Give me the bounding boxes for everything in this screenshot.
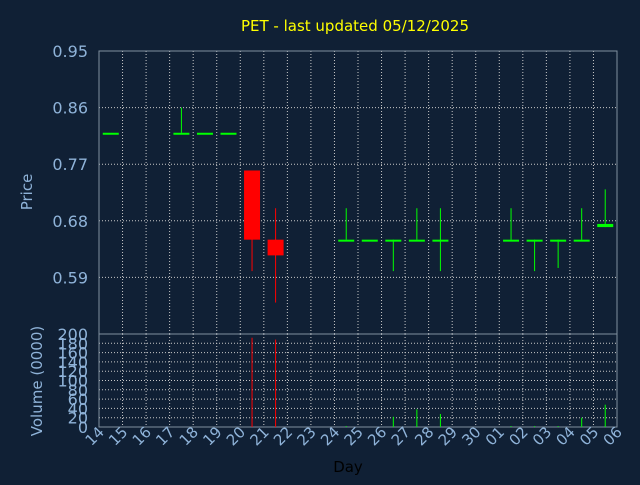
price-axis-label: Price xyxy=(18,174,36,211)
candle-body xyxy=(573,239,590,242)
volume-tick-label: 80 xyxy=(68,381,88,400)
price-tick-label: 0.59 xyxy=(52,268,88,287)
candle-body xyxy=(102,132,119,135)
price-tick-labels: 0.95 0.86 0.77 0.68 0.59 xyxy=(52,42,88,287)
candle-body xyxy=(503,239,520,242)
volume-tick-label: 60 xyxy=(68,390,88,409)
candle-body xyxy=(196,132,213,135)
candlesticks xyxy=(102,107,614,303)
candle-body xyxy=(432,239,449,242)
x-tick-labels: 1415161718192021222324252627282930010203… xyxy=(82,423,626,449)
candle-body xyxy=(361,239,378,242)
candle-body xyxy=(408,239,425,242)
candle-body xyxy=(526,239,543,242)
x-axis-label: Day xyxy=(333,458,363,476)
candle-body xyxy=(173,132,190,135)
price-tick-label: 0.68 xyxy=(52,212,88,231)
volume-tick-label: 140 xyxy=(57,353,88,372)
candle-body xyxy=(550,239,567,242)
volume-tick-label: 120 xyxy=(57,362,88,381)
price-tick-label: 0.95 xyxy=(52,42,88,61)
volume-tick-label: 0 xyxy=(78,418,88,437)
volume-tick-label: 100 xyxy=(57,372,88,391)
volume-tick-label: 160 xyxy=(57,344,88,363)
candle-body xyxy=(597,223,614,228)
volume-tick-label: 20 xyxy=(68,409,88,428)
candle-body xyxy=(385,239,402,242)
volume-tick-label: 200 xyxy=(57,325,88,344)
volume-gridlines xyxy=(98,333,618,428)
volume-axis-label: Volume (0000) xyxy=(28,326,46,436)
volume-bars xyxy=(251,337,606,427)
price-gridlines xyxy=(98,50,618,334)
candle-body xyxy=(244,170,261,240)
price-tick-label: 0.77 xyxy=(52,155,88,174)
candle-body xyxy=(338,239,355,242)
chart-title: PET - last updated 05/12/2025 xyxy=(241,17,469,35)
volume-panel-frame xyxy=(98,333,618,428)
volume-tick-label: 180 xyxy=(57,334,88,353)
volume-panel-border xyxy=(98,333,618,428)
price-tick-label: 0.86 xyxy=(52,99,88,118)
volume-tick-label: 40 xyxy=(68,399,88,418)
candle-body xyxy=(220,132,237,135)
candle-body xyxy=(267,239,284,256)
